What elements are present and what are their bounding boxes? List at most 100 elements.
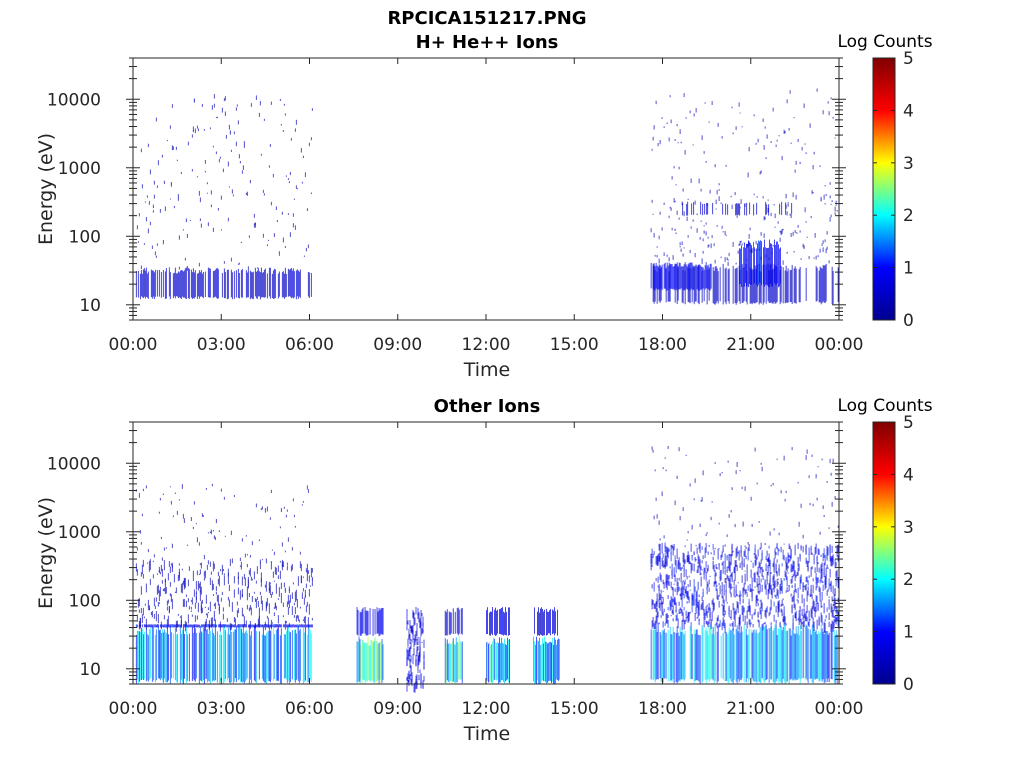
data-mark — [212, 145, 214, 148]
data-mark — [810, 634, 812, 679]
data-mark — [199, 563, 201, 566]
data-mark — [420, 610, 422, 620]
data-mark — [701, 258, 703, 263]
data-mark — [768, 612, 770, 617]
data-mark — [264, 621, 266, 631]
data-mark — [715, 564, 717, 569]
data-mark — [830, 624, 832, 680]
data-mark — [741, 556, 743, 566]
data-mark — [179, 627, 181, 684]
data-mark — [183, 624, 185, 628]
data-mark — [750, 249, 752, 253]
data-mark — [282, 565, 284, 567]
data-mark — [163, 588, 165, 592]
data-mark — [706, 621, 708, 626]
data-mark — [698, 599, 700, 611]
data-mark — [311, 568, 313, 573]
data-mark — [802, 243, 804, 248]
data-mark — [154, 635, 156, 683]
data-mark — [227, 596, 229, 601]
data-mark — [201, 103, 203, 107]
data-mark — [306, 601, 308, 607]
data-mark — [736, 593, 738, 597]
data-mark — [671, 227, 673, 231]
data-mark — [554, 637, 555, 684]
data-mark — [699, 559, 701, 564]
data-mark — [683, 93, 685, 98]
data-mark — [237, 587, 239, 595]
data-mark — [446, 639, 448, 681]
data-mark — [666, 122, 668, 125]
data-mark — [205, 594, 207, 604]
data-mark — [712, 203, 714, 215]
data-mark — [810, 567, 812, 577]
data-mark — [787, 572, 789, 574]
data-mark — [184, 268, 186, 299]
data-mark — [785, 193, 787, 199]
region-6 — [406, 607, 425, 693]
data-mark — [774, 226, 776, 228]
data-mark — [807, 580, 809, 586]
colorbar-tick-label: 0 — [903, 675, 914, 695]
data-mark — [758, 263, 760, 305]
data-mark — [695, 108, 697, 113]
data-mark — [261, 506, 263, 510]
data-mark — [808, 621, 810, 627]
data-mark — [180, 171, 182, 174]
data-mark — [812, 165, 814, 170]
data-mark — [763, 626, 765, 683]
data-mark — [550, 641, 551, 681]
data-mark — [548, 612, 549, 634]
data-mark — [684, 150, 686, 155]
data-mark — [777, 221, 779, 224]
data-mark — [171, 562, 173, 569]
data-mark — [796, 633, 798, 680]
data-mark — [728, 612, 730, 617]
data-mark — [287, 537, 289, 542]
data-mark — [776, 458, 778, 460]
data-mark — [768, 583, 770, 594]
data-mark — [698, 634, 700, 682]
data-mark — [296, 188, 298, 190]
data-mark — [772, 562, 774, 567]
data-mark — [381, 639, 383, 683]
data-mark — [749, 584, 751, 592]
data-mark — [813, 559, 815, 565]
data-mark — [793, 117, 795, 119]
data-mark — [702, 600, 704, 611]
data-mark — [765, 157, 767, 160]
data-mark — [692, 594, 694, 606]
data-mark — [828, 527, 830, 529]
data-mark — [236, 624, 238, 628]
data-mark — [240, 270, 242, 298]
x-tick-label: 09:00 — [373, 699, 422, 719]
data-mark — [273, 551, 275, 556]
data-mark — [729, 561, 731, 573]
data-mark — [305, 624, 307, 628]
data-mark — [256, 624, 258, 628]
data-mark — [230, 631, 232, 683]
x-tick-label: 18:00 — [638, 699, 687, 719]
data-mark — [731, 629, 733, 683]
data-mark — [252, 624, 254, 628]
data-mark — [756, 595, 758, 600]
data-mark — [702, 555, 704, 560]
data-mark — [684, 620, 686, 625]
data-mark — [180, 584, 182, 593]
data-mark — [410, 665, 412, 676]
data-mark — [292, 498, 294, 502]
data-mark — [652, 617, 654, 627]
data-mark — [834, 615, 836, 623]
data-mark — [299, 561, 301, 569]
data-mark — [705, 609, 707, 616]
data-mark — [269, 582, 271, 585]
data-mark — [302, 624, 304, 628]
data-mark — [274, 269, 276, 299]
data-mark — [676, 124, 678, 127]
data-mark — [281, 211, 283, 215]
data-mark — [724, 257, 726, 262]
data-mark — [490, 645, 491, 682]
data-mark — [213, 94, 215, 99]
data-mark — [716, 567, 718, 570]
